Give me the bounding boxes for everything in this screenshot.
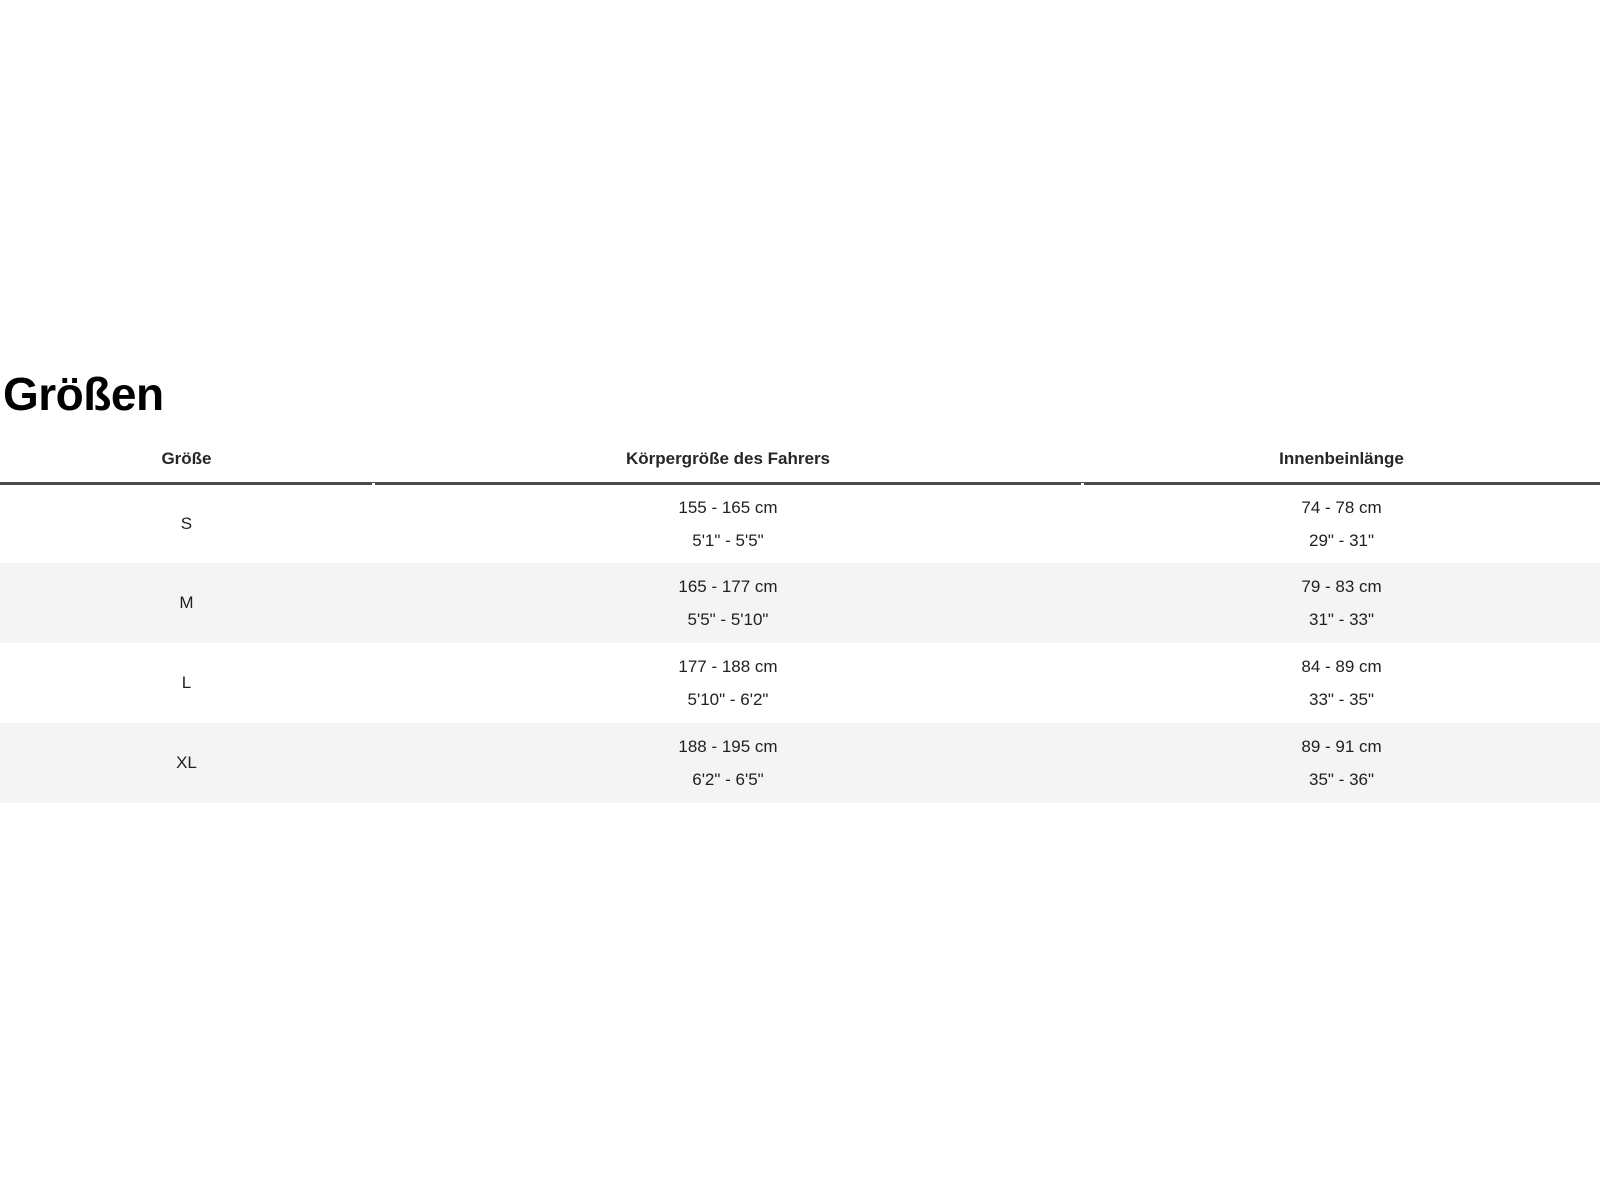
table-row-s: S 155 - 165 cm 5'1" - 5'5" 74 - 78 cm 29… [0,483,1600,563]
rider-height-cell: 165 - 177 cm 5'5" - 5'10" [373,563,1083,643]
table-row-m: M 165 - 177 cm 5'5" - 5'10" 79 - 83 cm 3… [0,563,1600,643]
header-border-gap [371,483,375,486]
inseam-cm: 89 - 91 cm [1301,737,1382,756]
rider-height-cm: 188 - 195 cm [678,737,778,756]
size-cell: XL [0,723,373,803]
inseam-in: 29" - 31" [1309,530,1375,550]
size-value: S [180,513,193,533]
size-value: M [179,593,194,612]
rider-height-cell: 188 - 195 cm 6'2" - 6'5" [373,723,1083,803]
rider-height-in: 5'10" - 6'2" [687,690,769,709]
inseam-cm: 79 - 83 cm [1301,577,1382,596]
size-cell: M [0,563,373,643]
column-header-size: Größe [0,437,373,485]
rider-height-in: 5'5" - 5'10" [687,610,769,629]
header-border-gap [1081,483,1085,486]
inseam-cell: 79 - 83 cm 31" - 33" [1083,563,1600,643]
rider-height-cm: 177 - 188 cm [678,657,778,676]
size-value: XL [176,753,197,772]
rider-height-in: 5'1" - 5'5" [692,530,764,550]
inseam-cell: 74 - 78 cm 29" - 31" [1083,483,1600,563]
rider-height-cell: 155 - 165 cm 5'1" - 5'5" [373,483,1083,563]
section-title: Größen [3,368,164,420]
inseam-cell: 84 - 89 cm 33" - 35" [1083,643,1600,723]
rider-height-in: 6'2" - 6'5" [692,770,764,789]
inseam-cm: 84 - 89 cm [1301,657,1382,676]
size-cell: L [0,643,373,723]
column-header-inseam: Innenbeinlänge [1083,437,1600,485]
size-value: L [181,673,192,692]
rider-height-cm: 155 - 165 cm [678,497,778,517]
inseam-cm: 74 - 78 cm [1301,497,1382,517]
inseam-in: 31" - 33" [1309,610,1375,629]
rider-height-cm: 165 - 177 cm [678,577,778,596]
size-table-wrap: Größe Körpergröße des Fahrers Innenbeinl… [0,437,1600,803]
inseam-cell: 89 - 91 cm 35" - 36" [1083,723,1600,803]
table-header-row: Größe Körpergröße des Fahrers Innenbeinl… [0,437,1600,485]
table-row-l: L 177 - 188 cm 5'10" - 6'2" 84 - 89 cm 3… [0,643,1600,723]
table-row-xl: XL 188 - 195 cm 6'2" - 6'5" 89 - 91 cm 3… [0,723,1600,803]
rider-height-cell: 177 - 188 cm 5'10" - 6'2" [373,643,1083,723]
inseam-in: 33" - 35" [1309,690,1375,709]
size-table: Größe Körpergröße des Fahrers Innenbeinl… [0,437,1600,803]
inseam-in: 35" - 36" [1309,770,1375,789]
column-header-rider-height: Körpergröße des Fahrers [372,437,1084,485]
size-cell: S [0,483,373,563]
